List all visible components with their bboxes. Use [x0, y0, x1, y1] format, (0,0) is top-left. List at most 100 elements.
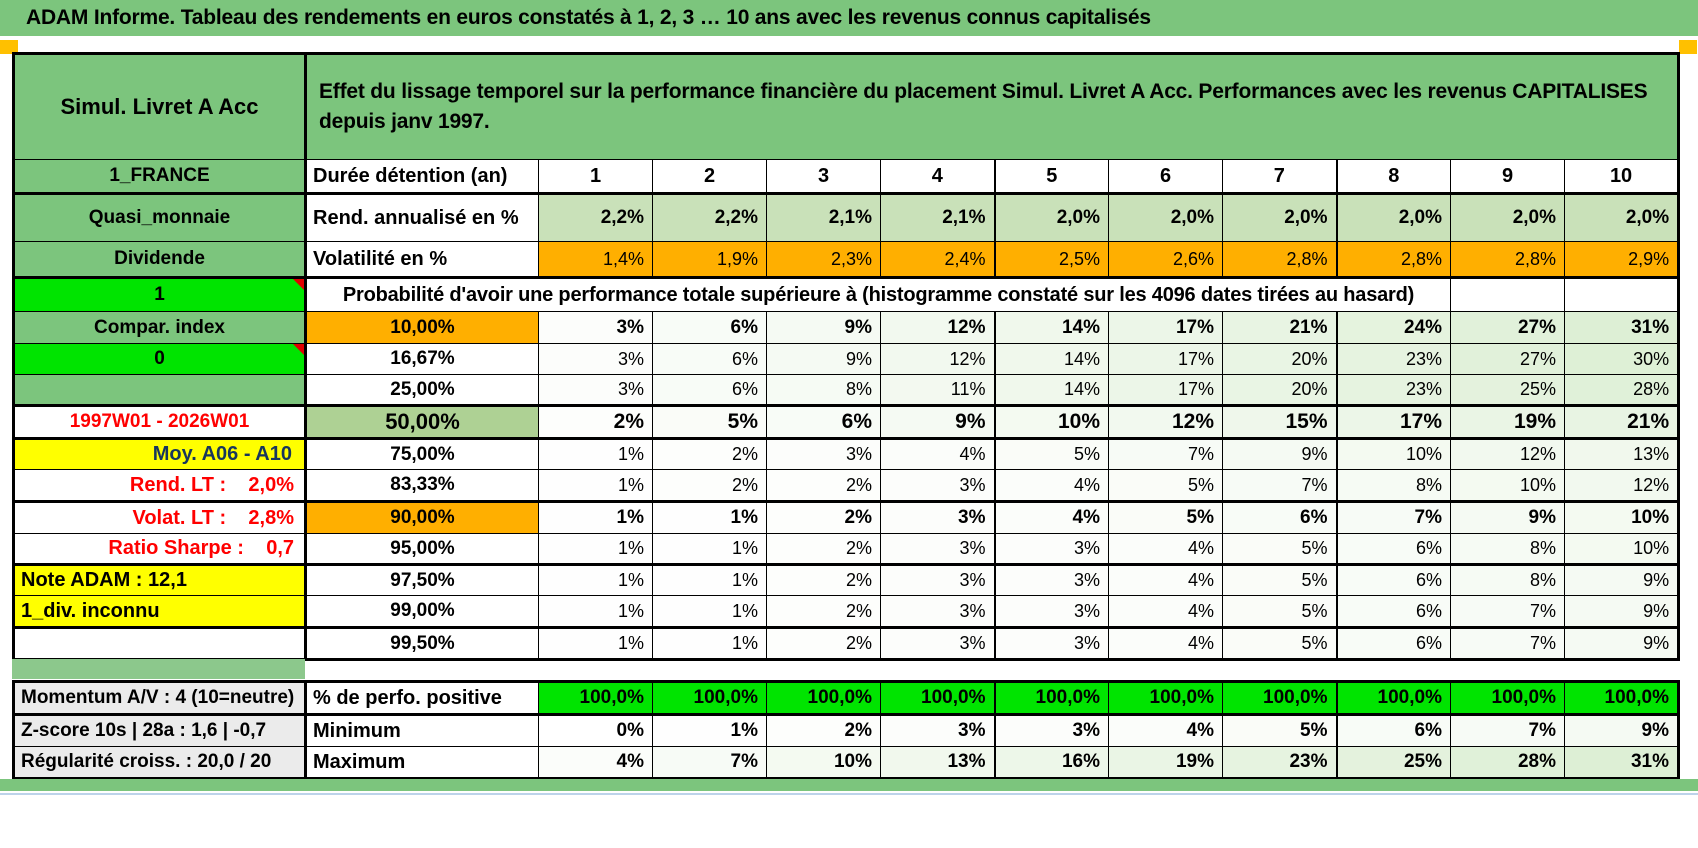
description-cell[interactable]: Effet du lissage temporel sur la perform… — [304, 53, 1680, 160]
cell-p95-3[interactable]: 2% — [766, 533, 881, 566]
cell-p99-3[interactable]: 2% — [766, 595, 881, 629]
row-label-p95[interactable]: Ratio Sharpe : 0,7 — [13, 533, 307, 566]
cell-p75-9[interactable]: 12% — [1450, 438, 1565, 470]
cell-p975-9[interactable]: 8% — [1450, 564, 1565, 596]
cell-maximum-10[interactable]: 31% — [1564, 746, 1679, 779]
cell-duration-7[interactable]: 7 — [1222, 159, 1338, 195]
cell-p83-10[interactable]: 12% — [1563, 469, 1680, 503]
cell-p75-7[interactable]: 9% — [1222, 438, 1338, 470]
cell-p75-6[interactable]: 7% — [1108, 438, 1223, 470]
cell-p25-3[interactable]: 8% — [766, 374, 881, 407]
row-header-p995[interactable]: 99,50% — [305, 627, 539, 660]
cell-volatility-5[interactable]: 2,5% — [994, 241, 1109, 279]
cell-volatility-6[interactable]: 2,6% — [1108, 241, 1223, 279]
cell-p90-9[interactable]: 9% — [1450, 501, 1565, 534]
cell-p50-3[interactable]: 6% — [766, 405, 881, 440]
cell-volatility-9[interactable]: 2,8% — [1450, 241, 1565, 279]
cell-p995-8[interactable]: 6% — [1336, 627, 1451, 660]
cell-p99-1[interactable]: 1% — [538, 595, 653, 629]
cell-p16-9[interactable]: 27% — [1450, 343, 1565, 375]
cell-p16-5[interactable]: 14% — [994, 343, 1109, 375]
cell-p75-4[interactable]: 4% — [880, 438, 996, 470]
row-header-p50[interactable]: 50,00% — [305, 405, 539, 440]
cell-p83-4[interactable]: 3% — [880, 469, 996, 503]
cell-p50-4[interactable]: 9% — [880, 405, 996, 440]
cell-p95-7[interactable]: 5% — [1222, 533, 1338, 566]
cell-maximum-2[interactable]: 7% — [652, 746, 767, 779]
cell-p75-10[interactable]: 13% — [1563, 438, 1680, 470]
cell-p90-8[interactable]: 7% — [1336, 501, 1451, 534]
cell-annualized-return-6[interactable]: 2,0% — [1108, 193, 1223, 242]
cell-minimum-7[interactable]: 5% — [1222, 714, 1338, 747]
cell-p90-3[interactable]: 2% — [766, 501, 881, 534]
row-label-annualized-return[interactable]: Quasi_monnaie — [13, 193, 307, 242]
cell-p83-6[interactable]: 5% — [1108, 469, 1223, 503]
cell-p16-2[interactable]: 6% — [652, 343, 767, 375]
row-header-maximum[interactable]: Maximum — [305, 746, 539, 779]
cell-volatility-2[interactable]: 1,9% — [652, 241, 767, 279]
cell-p995-1[interactable]: 1% — [538, 627, 653, 660]
cell-p16-1[interactable]: 3% — [538, 343, 653, 375]
cell-p99-7[interactable]: 5% — [1222, 595, 1338, 629]
cell-duration-9[interactable]: 9 — [1450, 159, 1565, 195]
cell-p25-5[interactable]: 14% — [994, 374, 1109, 407]
cell-p90-7[interactable]: 6% — [1222, 501, 1338, 534]
cell-annualized-return-1[interactable]: 2,2% — [538, 193, 653, 242]
row-header-p75[interactable]: 75,00% — [305, 438, 539, 470]
cell-maximum-6[interactable]: 19% — [1108, 746, 1223, 779]
cell-p95-10[interactable]: 10% — [1563, 533, 1680, 566]
cell-p99-10[interactable]: 9% — [1563, 595, 1680, 629]
cell-p975-3[interactable]: 2% — [766, 564, 881, 596]
row-header-p10[interactable]: 10,00% — [305, 311, 539, 344]
cell-p95-1[interactable]: 1% — [538, 533, 653, 566]
cell-p25-1[interactable]: 3% — [538, 374, 653, 407]
cell-duration-4[interactable]: 4 — [880, 159, 996, 195]
cell-p99-8[interactable]: 6% — [1336, 595, 1451, 629]
cell-volatility-7[interactable]: 2,8% — [1222, 241, 1338, 279]
row-label-p995[interactable] — [13, 627, 307, 660]
cell-annualized-return-2[interactable]: 2,2% — [652, 193, 767, 242]
row-header-positive-perf[interactable]: % de perfo. positive — [305, 681, 539, 716]
cell-p99-5[interactable]: 3% — [994, 595, 1109, 629]
cell-p75-5[interactable]: 5% — [994, 438, 1109, 470]
cell-minimum-6[interactable]: 4% — [1108, 714, 1223, 747]
cell-p995-2[interactable]: 1% — [652, 627, 767, 660]
row-label-maximum[interactable]: Régularité croiss. : 20,0 / 20 — [13, 746, 307, 779]
row-label-p90[interactable]: Volat. LT : 2,8% — [13, 501, 307, 534]
row-label-p25[interactable] — [13, 374, 307, 407]
row-header-duration[interactable]: Durée détention (an) — [305, 159, 539, 195]
cell-p95-2[interactable]: 1% — [652, 533, 767, 566]
row-header-p83[interactable]: 83,33% — [305, 469, 539, 503]
row-label-p83[interactable]: Rend. LT : 2,0% — [13, 469, 307, 503]
cell-annualized-return-4[interactable]: 2,1% — [880, 193, 996, 242]
cell-p25-4[interactable]: 11% — [880, 374, 996, 407]
cell-annualized-return-8[interactable]: 2,0% — [1336, 193, 1451, 242]
cell-p75-2[interactable]: 2% — [652, 438, 767, 470]
cell-duration-6[interactable]: 6 — [1108, 159, 1223, 195]
product-name-cell[interactable]: Simul. Livret A Acc — [13, 53, 307, 160]
banner-empty-cell-10[interactable] — [1563, 277, 1680, 312]
cell-p995-10[interactable]: 9% — [1563, 627, 1680, 660]
cell-p83-3[interactable]: 2% — [766, 469, 881, 503]
cell-p25-8[interactable]: 23% — [1336, 374, 1451, 407]
row-label-p16[interactable]: 0 — [13, 343, 307, 375]
cell-p16-10[interactable]: 30% — [1563, 343, 1680, 375]
cell-p95-5[interactable]: 3% — [994, 533, 1109, 566]
cell-positive-perf-3[interactable]: 100,0% — [766, 681, 881, 716]
cell-p75-8[interactable]: 10% — [1336, 438, 1451, 470]
row-header-p95[interactable]: 95,00% — [305, 533, 539, 566]
cell-minimum-9[interactable]: 7% — [1450, 714, 1565, 747]
cell-p50-1[interactable]: 2% — [538, 405, 653, 440]
cell-volatility-10[interactable]: 2,9% — [1563, 241, 1680, 279]
cell-maximum-4[interactable]: 13% — [880, 746, 996, 779]
row-label-duration[interactable]: 1_FRANCE — [13, 159, 307, 195]
cell-positive-perf-8[interactable]: 100,0% — [1336, 681, 1451, 716]
cell-p10-8[interactable]: 24% — [1336, 311, 1451, 344]
cell-p10-4[interactable]: 12% — [880, 311, 996, 344]
cell-p975-6[interactable]: 4% — [1108, 564, 1223, 596]
cell-p975-8[interactable]: 6% — [1336, 564, 1451, 596]
cell-p25-7[interactable]: 20% — [1222, 374, 1338, 407]
row-header-p99[interactable]: 99,00% — [305, 595, 539, 629]
cell-p995-7[interactable]: 5% — [1222, 627, 1338, 660]
cell-p10-9[interactable]: 27% — [1450, 311, 1565, 344]
